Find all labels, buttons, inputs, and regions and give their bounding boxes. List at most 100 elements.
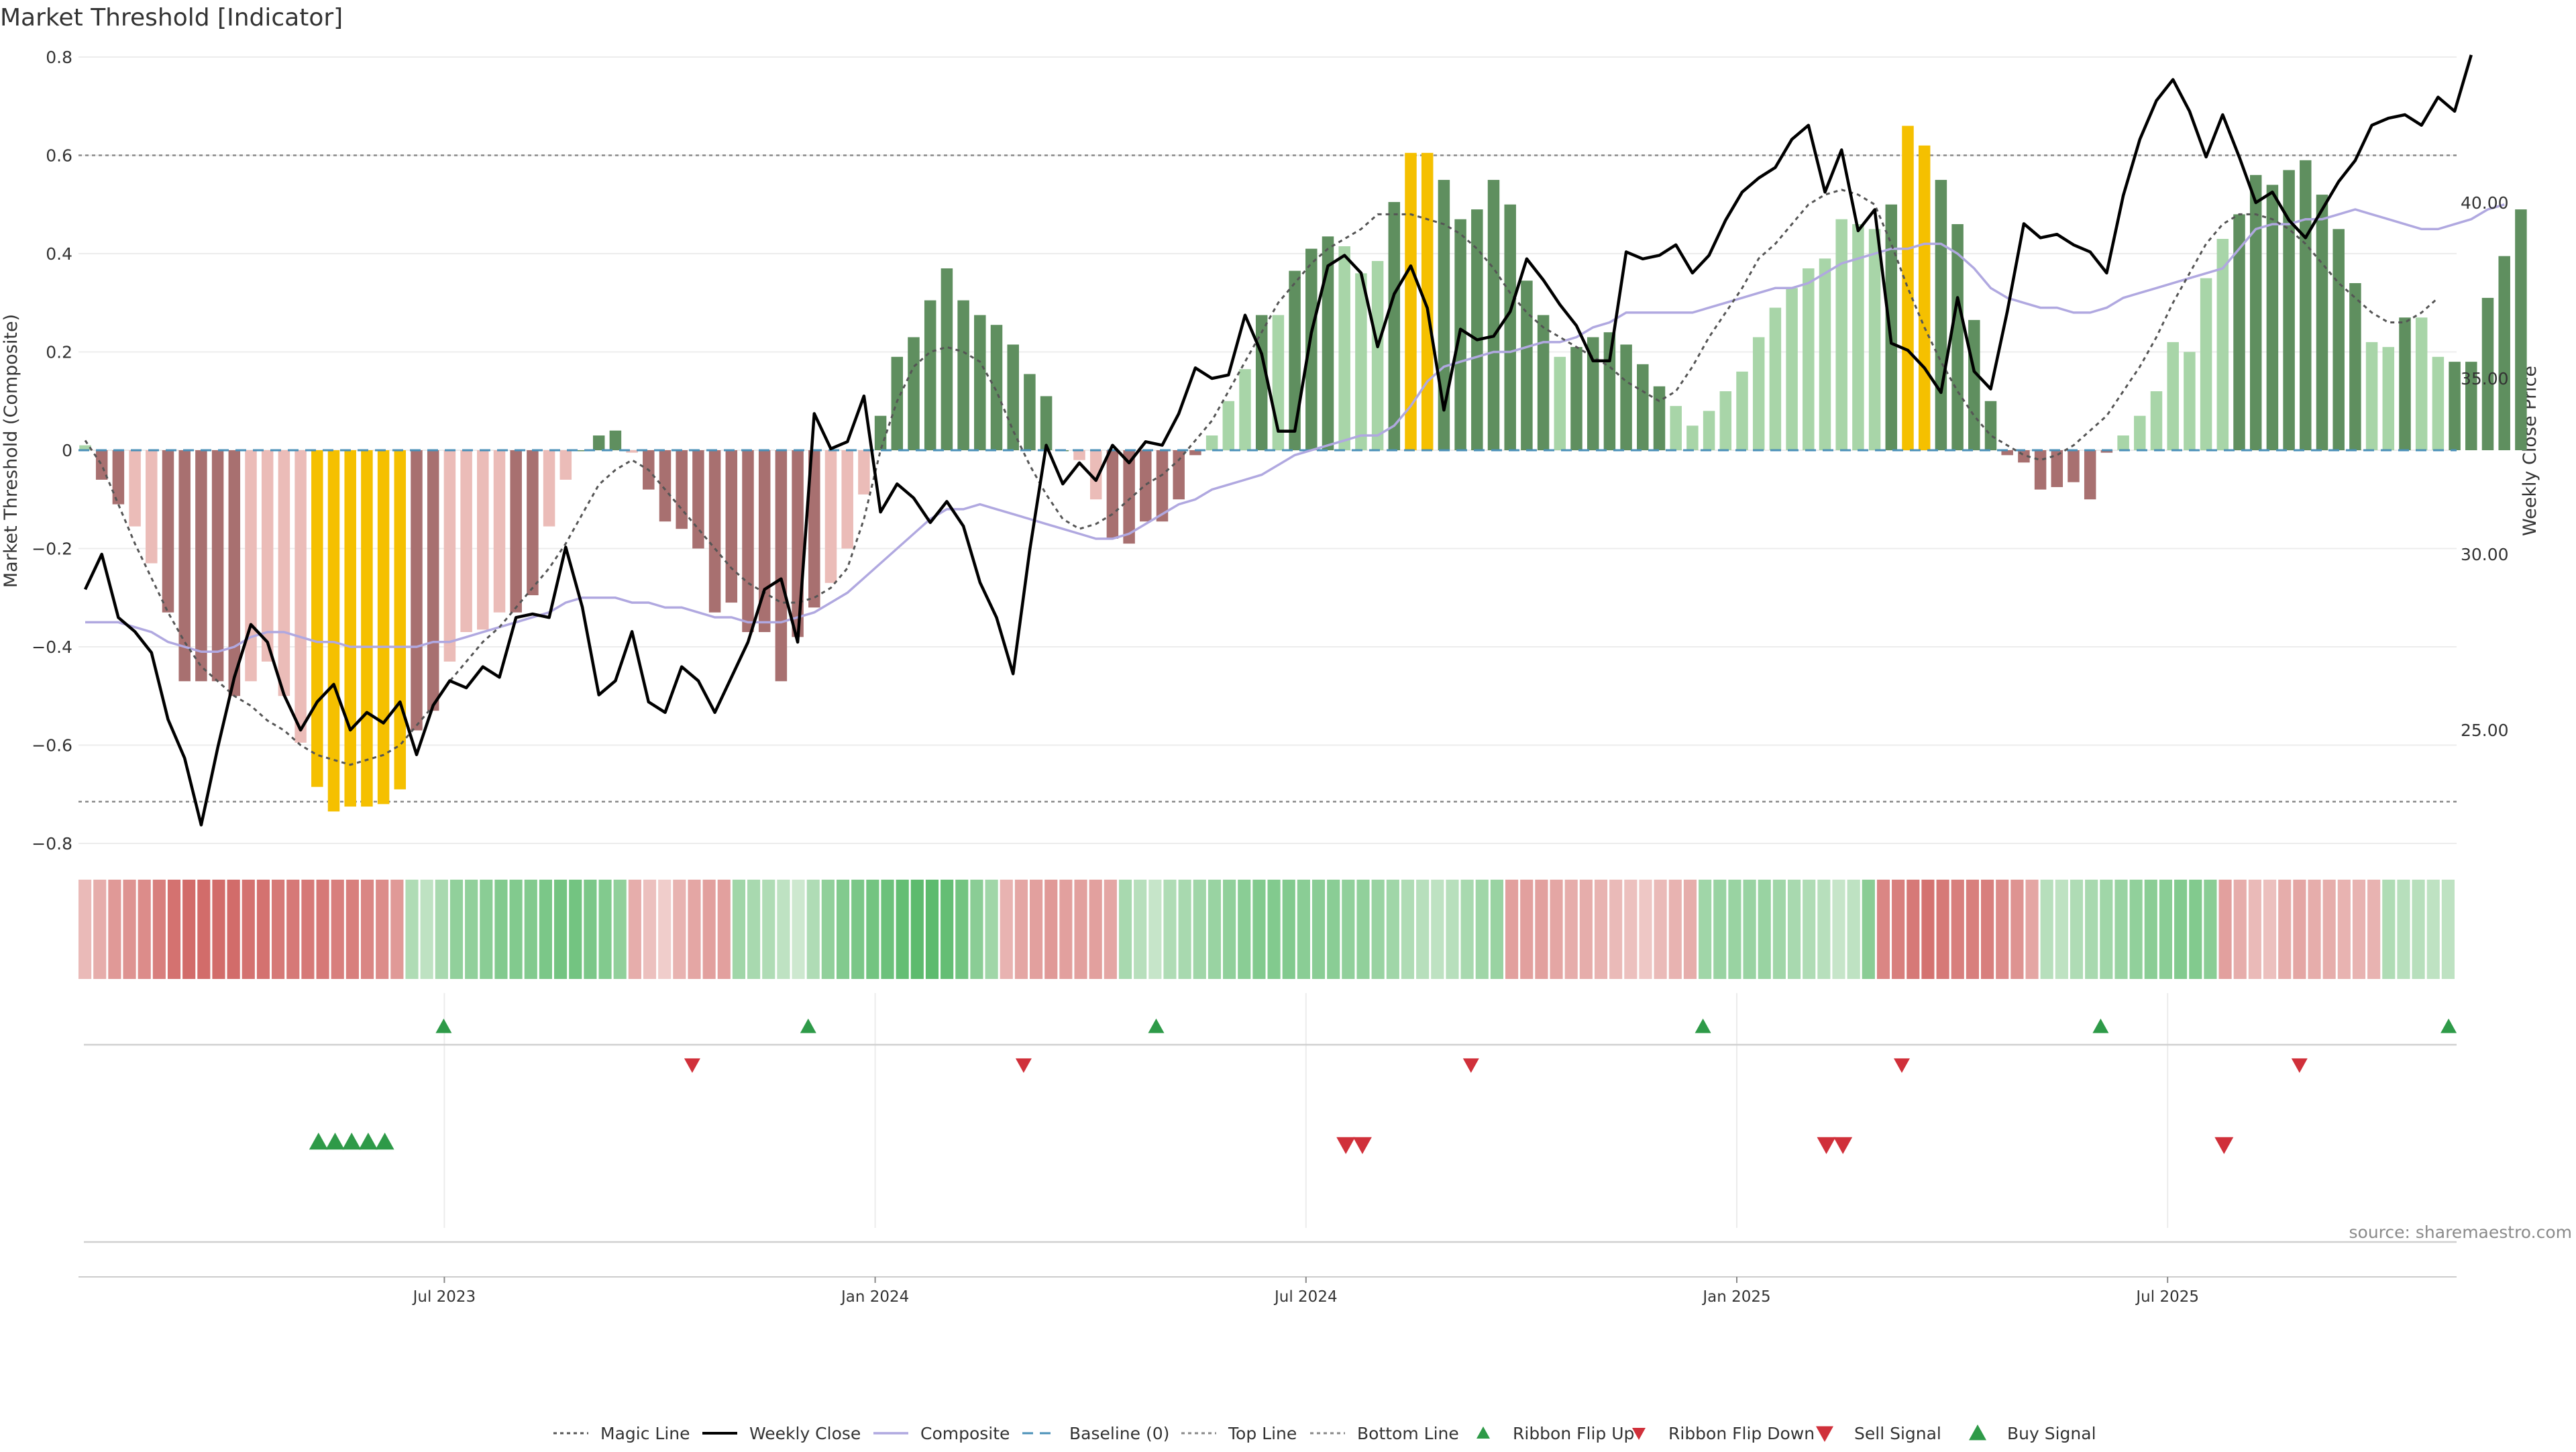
y-tick-label: 0.4 — [46, 244, 72, 264]
ribbon-cell — [985, 880, 998, 979]
composite-bar — [1024, 374, 1036, 450]
composite-bar — [2332, 229, 2345, 450]
composite-bar — [1703, 411, 1715, 450]
composite-bar — [775, 450, 788, 682]
composite-bar — [2432, 356, 2445, 450]
ribbon-cell — [836, 880, 850, 979]
composite-bar — [294, 450, 307, 743]
sell-signal-marker — [1817, 1137, 1836, 1154]
composite-bar — [245, 450, 257, 682]
ribbon-cell — [1803, 880, 1816, 979]
composite-bar — [659, 450, 672, 522]
ribbon-cell — [1431, 880, 1444, 979]
composite-bar — [2300, 160, 2312, 450]
composite-bar — [327, 450, 340, 812]
composite-bar — [1984, 401, 1997, 450]
composite-bar — [2100, 450, 2113, 453]
legend-item: Buy Signal — [1969, 1424, 2096, 1443]
ribbon-cell — [1074, 880, 1087, 979]
composite-bar — [311, 450, 323, 787]
ribbon-cell — [1758, 880, 1771, 979]
ribbon-cell — [1728, 880, 1741, 979]
legend-item: Bottom Line — [1310, 1424, 1459, 1443]
ribbon-cell — [465, 880, 478, 979]
ribbon-cell — [1000, 880, 1013, 979]
composite-bar — [576, 450, 588, 452]
composite-bar — [1222, 401, 1235, 450]
ribbon-cell — [1163, 880, 1177, 979]
ribbon-cell — [1683, 880, 1697, 979]
buy-signal-marker — [342, 1133, 362, 1150]
composite-bar — [2001, 450, 2013, 456]
ribbon-flip-down-marker — [1894, 1058, 1910, 1073]
ribbon-cell — [792, 880, 805, 979]
ribbon-cell — [1594, 880, 1608, 979]
ribbon-cell — [1817, 880, 1831, 979]
ribbon-cell — [1356, 880, 1370, 979]
lines-layer — [78, 54, 2505, 827]
composite-bar — [1670, 406, 1682, 450]
ribbon-cell — [256, 880, 270, 979]
ribbon-cell — [762, 880, 775, 979]
composite-bar — [1239, 369, 1251, 450]
ribbon-flip-down-marker — [1462, 1058, 1479, 1073]
ribbon-cell — [2233, 880, 2247, 979]
legend-swatch — [1816, 1426, 1833, 1442]
ribbon-cell — [2412, 880, 2425, 979]
ribbon-cell — [2397, 880, 2410, 979]
composite-bar — [2465, 362, 2477, 450]
ribbon-cell — [1118, 880, 1132, 979]
sell-signal-marker — [1336, 1137, 1356, 1154]
ribbon-cell — [2114, 880, 2128, 979]
composite-bar — [477, 450, 489, 630]
composite-bar — [941, 268, 953, 450]
legend-item: Composite — [873, 1424, 1010, 1443]
ribbon-cell — [182, 880, 196, 979]
ribbon-cell — [1208, 880, 1222, 979]
magic-line — [84, 189, 2439, 766]
composite-bar — [1040, 396, 1053, 450]
composite-bar — [394, 450, 407, 790]
ribbon-cell — [1193, 880, 1206, 979]
ribbon-cell — [509, 880, 523, 979]
composite-bar — [1554, 356, 1566, 450]
composite-bar — [1089, 450, 1102, 500]
ribbon-cell — [1699, 880, 1712, 979]
composite-bar — [808, 450, 820, 608]
composite-bar — [2167, 342, 2179, 450]
composite-bar — [2150, 391, 2163, 450]
ribbon-cell — [941, 880, 954, 979]
ribbon-cell — [1624, 880, 1638, 979]
composite-bar — [824, 450, 837, 583]
legend-label: Ribbon Flip Up — [1513, 1424, 1634, 1443]
ribbon-cell — [732, 880, 746, 979]
ribbon-cell — [851, 880, 865, 979]
ribbon-cell — [449, 880, 464, 979]
ribbon-cell — [2308, 880, 2321, 979]
composite-bar — [2365, 342, 2378, 450]
composite-bar — [858, 450, 870, 495]
composite-bar — [692, 450, 704, 549]
composite-bar — [527, 450, 539, 596]
ribbon-cell — [1059, 880, 1073, 979]
y-tick-label: 0.2 — [46, 343, 72, 362]
ribbon-cell — [2352, 880, 2366, 979]
composite-bar — [195, 450, 207, 682]
ribbon-cell — [747, 880, 761, 979]
composite-bar — [1007, 344, 1019, 450]
composite-bar — [162, 450, 174, 613]
ribbon-cell — [881, 880, 894, 979]
ribbon-cell — [1892, 880, 1905, 979]
ribbon-cell — [925, 880, 939, 979]
y-tick-label: 0.8 — [46, 48, 72, 67]
composite-bar — [2200, 278, 2212, 450]
ribbon-cell — [1951, 880, 1964, 979]
composite-bar — [2117, 435, 2129, 450]
y2-tick-label: 25.00 — [2461, 721, 2509, 740]
ribbon-cell — [702, 880, 716, 979]
composite-bar — [1405, 152, 1417, 450]
ribbon-cell — [806, 880, 820, 979]
composite-bar — [1189, 450, 1201, 456]
composite-bar — [2034, 450, 2047, 490]
ribbon-cell — [1668, 880, 1682, 979]
